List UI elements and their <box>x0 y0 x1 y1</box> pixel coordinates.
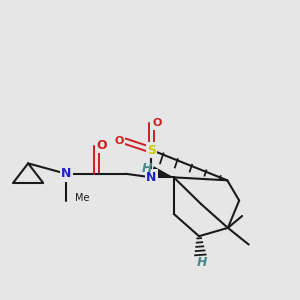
Text: Me: Me <box>74 193 89 203</box>
Text: O: O <box>97 139 107 152</box>
Text: S: S <box>147 143 156 157</box>
Text: O: O <box>153 118 162 128</box>
Text: H: H <box>197 256 207 269</box>
Polygon shape <box>151 166 174 177</box>
Text: H: H <box>142 162 152 175</box>
Text: N: N <box>146 171 157 184</box>
Text: O: O <box>115 136 124 146</box>
Text: N: N <box>61 167 71 180</box>
